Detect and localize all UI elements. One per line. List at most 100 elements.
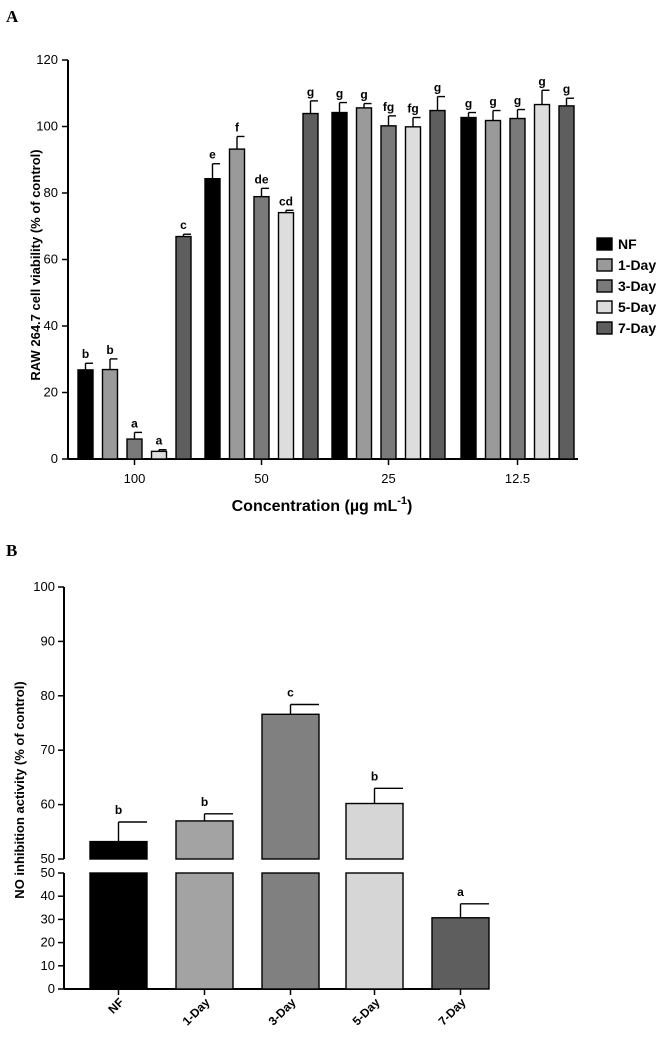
panel-b-y-tick-label: 50	[41, 865, 55, 880]
panel-a-sig-letter: a	[131, 416, 138, 430]
panel-a-bar-5-day-100	[150, 450, 168, 460]
panel-b-y-tick-label: 60	[41, 797, 55, 812]
panel-b-y-tick-label: 50	[41, 851, 55, 866]
legend-label-7-day: 7-Day	[618, 320, 656, 336]
panel-a-bar-1-day-25	[355, 107, 373, 460]
panel-a-bar-5-day-12_5	[533, 103, 551, 460]
panel-a-sig-letter: g	[514, 94, 521, 108]
panel-a-y-tick-label: 40	[44, 318, 58, 333]
panel-a-sig-letter: g	[563, 82, 570, 96]
panel-a-bar-3-day-100	[126, 438, 143, 460]
legend-swatch-nf	[596, 237, 613, 251]
legend-label-5-day: 5-Day	[618, 299, 656, 315]
panel-b-x-tick-label: NF	[105, 995, 126, 1016]
panel-a-y-tick-label: 100	[36, 119, 58, 134]
panel-b-y-tick-label: 30	[41, 911, 55, 926]
panel-a-sig-letter: b	[106, 343, 113, 357]
panel-b-bar-upper-3-day	[261, 713, 320, 860]
panel-a-y-title: RAW 264.7 cell viability (% of control)	[28, 149, 43, 380]
panel-b-sig-letter: b	[201, 795, 208, 809]
panel-a-sig-letter: g	[434, 81, 441, 95]
legend-swatch-7-day	[596, 321, 613, 335]
panel-b-x-tick-label: 7-Day	[436, 995, 469, 1028]
panel-a-sig-letter: c	[180, 218, 187, 232]
panel-a-y-tick-label: 60	[44, 252, 58, 267]
panel-a-sig-letter: g	[489, 95, 496, 109]
panel-a-x-tick-label: 50	[254, 471, 268, 486]
panel-a-y-tick-label: 20	[44, 385, 58, 400]
panel-a-bar-3-day-12_5	[509, 117, 526, 460]
panel-a-sig-letter: de	[254, 172, 268, 186]
panel-a-bar-5-day-50	[277, 211, 295, 460]
panel-a-bar-nf-25	[331, 111, 348, 460]
panel-b-bar-upper-nf	[89, 840, 148, 860]
panel-a-bar-7-day-100	[175, 235, 192, 460]
panel-a-x-title: Concentration (µg mL-1)	[232, 495, 413, 515]
panel-a-legend: NF 1-Day 3-Day 5-Day 7-Day	[596, 236, 656, 336]
panel-b-bar-lower-3-day	[261, 872, 320, 990]
panel-a-y-tick-label: 80	[44, 185, 58, 200]
panel-b-y-tick-label: 0	[48, 981, 55, 996]
panel-a-sig-letter: g	[538, 74, 545, 88]
panel-a-x-tick-label: 25	[381, 471, 395, 486]
panel-a-x-tick-label: 100	[124, 471, 146, 486]
panel-b-y-tick-label: 20	[41, 935, 55, 950]
panel-a-bar-nf-100	[77, 369, 94, 460]
panel-a-x-title-sup: -1	[397, 495, 407, 507]
panel-a-sig-letter: fg	[383, 100, 394, 114]
panel-a-bar-7-day-12_5	[558, 105, 575, 460]
panel-b-bar-upper-1-day	[175, 820, 234, 860]
panel-b-bar-7-day	[431, 917, 490, 990]
panel-a-sig-letter: f	[235, 120, 240, 134]
panel-b-x-tick-label: 1-Day	[180, 995, 213, 1028]
legend-swatch-5-day	[596, 300, 613, 314]
panel-a-sig-letter: g	[336, 87, 343, 101]
panel-a-sig-letter: cd	[279, 194, 293, 208]
panel-a-x-tick-label: 12.5	[505, 471, 530, 486]
panel-b-y-title: NO inhibition activity (% of control)	[12, 681, 27, 898]
panel-a-sig-letter: g	[360, 88, 367, 102]
panel-a-sig-letter: g	[307, 85, 314, 99]
panel-b-bar-lower-5-day	[345, 872, 404, 990]
panel-b-y-tick-label: 100	[33, 579, 55, 594]
panel-a-bar-5-day-25	[404, 126, 422, 460]
legend-swatch-3-day	[596, 279, 613, 293]
legend-label-nf: NF	[618, 236, 637, 252]
panel-a-sig-letter: b	[82, 347, 89, 361]
panel-a-bar-7-day-25	[429, 109, 446, 460]
legend-label-1-day: 1-Day	[618, 257, 656, 273]
panel-a-x-title-end: )	[407, 498, 412, 515]
panel-a-bar-3-day-50	[253, 195, 270, 460]
panel-a-x-title-main: Concentration (µg mL	[232, 498, 398, 515]
legend-label-3-day: 3-Day	[618, 278, 656, 294]
panel-a-bar-nf-12_5	[460, 116, 477, 460]
panel-a-bar-nf-50	[204, 178, 221, 460]
panel-b-bar-lower-nf	[89, 872, 148, 990]
panel-b-y-tick-label: 70	[41, 742, 55, 757]
legend-swatch-1-day	[596, 258, 613, 272]
panel-b-label: B	[6, 541, 17, 560]
panel-b-y-tick-label: 10	[41, 958, 55, 973]
panel-b-sig-letter: a	[457, 885, 464, 899]
panel-b-y-tick-label: 90	[41, 633, 55, 648]
panel-b-sig-letter: b	[371, 769, 378, 783]
panel-b-y-tick-label: 40	[41, 888, 55, 903]
panel-b-sig-letter: c	[287, 686, 294, 700]
panel-a-bar-3-day-25	[380, 125, 397, 460]
panel-a-sig-letter: e	[209, 148, 216, 162]
panel-b-x-tick-label: 5-Day	[350, 995, 383, 1028]
panel-a-bar-1-day-12_5	[484, 119, 502, 460]
panel-a-bar-1-day-100	[101, 368, 119, 460]
panel-b-bar-lower-1-day	[175, 872, 234, 990]
panel-a-y-tick-label: 0	[51, 451, 58, 466]
panel-b-bar-upper-5-day	[345, 802, 404, 860]
panel-a-sig-letter: fg	[407, 102, 418, 116]
panel-a-label: A	[6, 7, 19, 26]
panel-a-bar-1-day-50	[228, 148, 246, 460]
panel-b-y-tick-label: 80	[41, 688, 55, 703]
panel-b-sig-letter: b	[115, 803, 122, 817]
panel-b-x-tick-label: 3-Day	[266, 995, 299, 1028]
